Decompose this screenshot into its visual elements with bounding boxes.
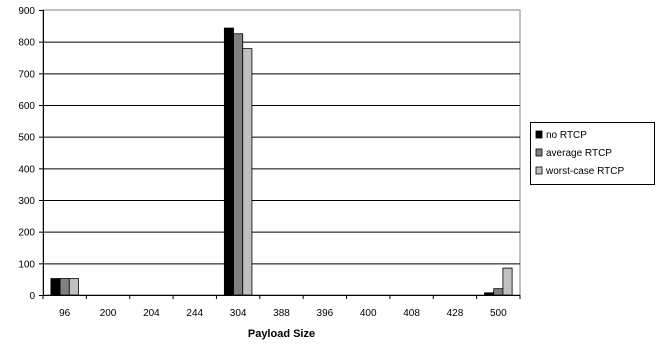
legend-label: average RTCP <box>546 148 612 159</box>
bar <box>59 278 70 296</box>
y-tick-label: 500 <box>18 133 35 144</box>
y-tick-label: 100 <box>18 259 35 270</box>
x-axis-title: Payload Size <box>248 328 315 340</box>
legend: no RTCP average RTCP worst-case RTCP <box>530 122 655 185</box>
x-tick-label: 96 <box>59 308 71 319</box>
x-tick-label: 244 <box>186 308 203 319</box>
gridlines <box>42 9 521 296</box>
x-tick-label: 388 <box>273 308 290 319</box>
y-tick-label: 800 <box>18 38 35 49</box>
y-tick-label: 700 <box>18 69 35 80</box>
x-tick-label: 304 <box>230 308 247 319</box>
legend-box <box>530 122 655 185</box>
y-tick-label: 200 <box>18 228 35 239</box>
x-tick-label: 200 <box>100 308 117 319</box>
bar <box>493 288 504 296</box>
legend-label: worst-case RTCP <box>545 166 624 177</box>
bar <box>242 48 253 296</box>
bar <box>484 292 495 296</box>
y-tick-label: 0 <box>29 291 35 302</box>
y-tick-label: 300 <box>18 196 35 207</box>
x-tick-label: 204 <box>143 308 160 319</box>
x-tick-label: 400 <box>360 308 377 319</box>
plot-area <box>42 9 521 296</box>
bar <box>68 278 79 296</box>
bar <box>223 27 234 296</box>
legend-swatch <box>535 148 543 157</box>
x-tick-label: 396 <box>317 308 334 319</box>
bar <box>50 278 61 296</box>
legend-label: no RTCP <box>546 130 587 141</box>
bar <box>233 33 244 296</box>
axes: 0 100 200 300 400 500 600 700 800 900 96 200 204 244 3… <box>18 6 521 319</box>
y-tick-label: 400 <box>18 164 35 175</box>
y-tick-label: 900 <box>18 6 35 17</box>
x-tick-label: 408 <box>403 308 420 319</box>
bar <box>502 267 513 296</box>
x-tick-label: 428 <box>447 308 464 319</box>
legend-swatch <box>535 130 543 139</box>
legend-swatch <box>535 166 543 175</box>
x-tick-label: 500 <box>490 308 507 319</box>
y-tick-label: 600 <box>18 101 35 112</box>
